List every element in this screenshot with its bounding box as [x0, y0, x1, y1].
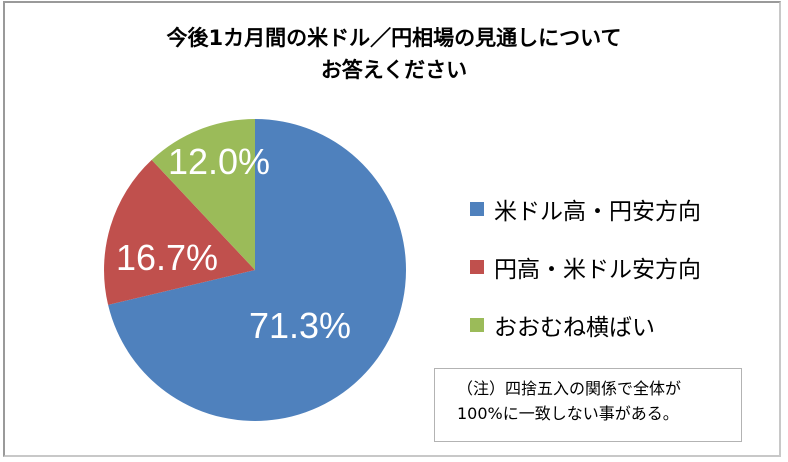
footnote-line1: （注）四捨五入の関係で全体が — [457, 379, 682, 398]
footnote-box: （注）四捨五入の関係で全体が 100%に一致しない事がある。 — [434, 368, 742, 442]
chart-title-line1: 今後1カ月間の米ドル／円相場の見通しについて — [166, 26, 622, 50]
legend-label: 米ドル高・円安方向 — [494, 199, 701, 225]
legend-label: おおむね横ばい — [494, 315, 655, 341]
label-yen-up: 16.7% — [116, 237, 218, 278]
legend-swatch-red — [470, 260, 484, 274]
footnote-line2: 100%に一致しない事がある。 — [457, 404, 679, 423]
legend-swatch-blue — [470, 202, 484, 216]
legend-item-usd-up[interactable]: 米ドル高・円安方向 — [470, 180, 701, 238]
pie-slice-flat[interactable] — [151, 119, 255, 270]
legend-label: 円高・米ドル安方向 — [494, 257, 701, 283]
legend-swatch-green — [470, 318, 484, 332]
legend: 米ドル高・円安方向 円高・米ドル安方向 おおむね横ばい — [470, 180, 701, 354]
pie-slice-usd-up[interactable] — [108, 119, 407, 421]
legend-item-flat[interactable]: おおむね横ばい — [470, 296, 701, 354]
legend-item-yen-up[interactable]: 円高・米ドル安方向 — [470, 238, 701, 296]
pie-slice-yen-up[interactable] — [104, 159, 256, 305]
chart-title: 今後1カ月間の米ドル／円相場の見通しについて お答えください — [0, 22, 788, 86]
chart-title-line2: お答えください — [320, 58, 468, 82]
label-flat: 12.0% — [168, 141, 270, 182]
label-usd-up: 71.3% — [249, 305, 351, 346]
